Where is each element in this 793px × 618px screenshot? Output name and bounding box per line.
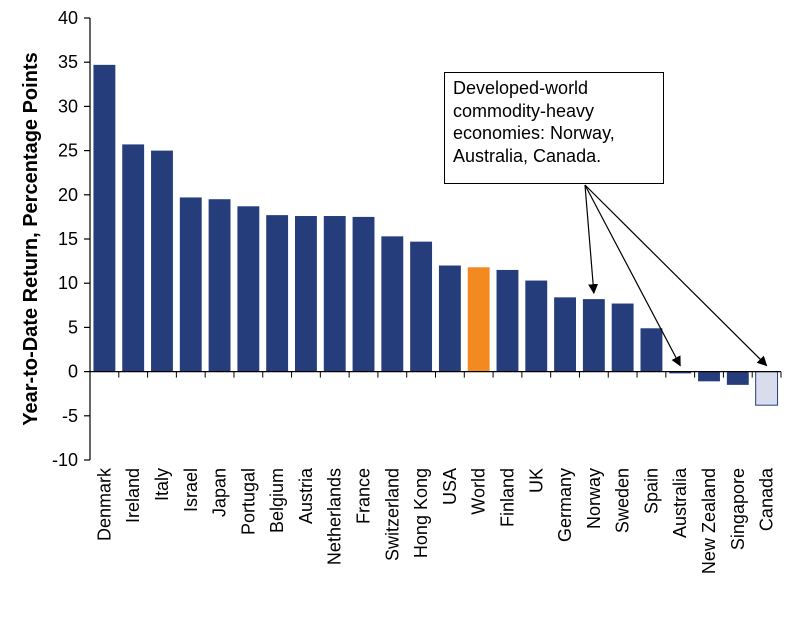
bar [208,199,231,372]
x-category-label: Sweden [613,468,633,533]
x-category-label: Norway [584,468,604,529]
x-category-label: Netherlands [325,468,345,565]
x-category-label: Australia [670,467,690,538]
annotation-box: Developed-world commodity-heavy economie… [444,72,664,184]
x-category-label: Singapore [728,468,748,550]
bar [237,206,260,372]
x-category-label: Portugal [238,468,258,535]
x-category-label: Switzerland [382,468,402,561]
x-category-label: Italy [152,468,172,501]
y-tick-label: 10 [58,273,78,293]
x-category-label: Ireland [123,468,143,523]
x-category-label: Canada [757,467,777,531]
bar [698,371,720,382]
bar [122,144,145,372]
y-tick-label: 25 [58,141,78,161]
bar [410,241,433,372]
bar [669,371,692,374]
annotation-line-2: commodity-heavy [453,100,595,121]
y-tick-label: 35 [58,52,78,72]
x-category-label: Austria [296,467,316,524]
x-category-label: New Zealand [699,468,719,574]
x-category-label: France [354,468,374,524]
bar [294,216,317,372]
bar [554,297,577,372]
x-category-label: Finland [497,468,517,527]
annotation-line-1: Developed-world [453,78,589,98]
annotation-line-4: Australia, Canada. [453,145,602,166]
y-tick-label: -10 [52,450,78,470]
bar [611,303,634,372]
x-category-label: Japan [210,468,230,517]
annotation-line-3: economies: Norway, [453,123,615,143]
bar [640,328,663,372]
x-category-label: Spain [641,468,661,514]
bar [323,216,346,372]
bar [93,64,116,372]
x-category-label: Denmark [94,467,114,541]
bar [582,299,605,372]
annotation-arrow [584,184,681,367]
bar [467,267,490,372]
x-category-label: UK [526,468,546,493]
x-category-label: Hong Kong [411,468,431,558]
bar [726,371,749,385]
bar [438,265,461,372]
y-tick-label: 40 [58,8,78,28]
bar [266,215,289,372]
y-tick-label: 15 [58,229,78,249]
y-tick-label: 30 [58,96,78,116]
x-category-label: USA [440,468,460,505]
bar [381,236,404,372]
y-tick-label: -5 [62,406,78,426]
bar [179,197,202,372]
y-tick-label: 20 [58,185,78,205]
y-tick-label: 5 [68,317,78,337]
annotation-arrow [584,184,768,367]
bar [755,371,779,406]
bar [151,150,173,372]
y-tick-label: 0 [68,362,78,382]
bar [525,280,548,372]
x-category-label: Germany [555,468,575,542]
bar [496,269,519,372]
x-category-label: Israel [181,468,201,512]
x-category-label: Belgium [267,468,287,533]
annotation-arrow [584,184,599,295]
x-category-label: World [469,468,489,515]
y-axis-title: Year-to-Date Return, Percentage Points [20,52,42,425]
bar [352,216,375,372]
